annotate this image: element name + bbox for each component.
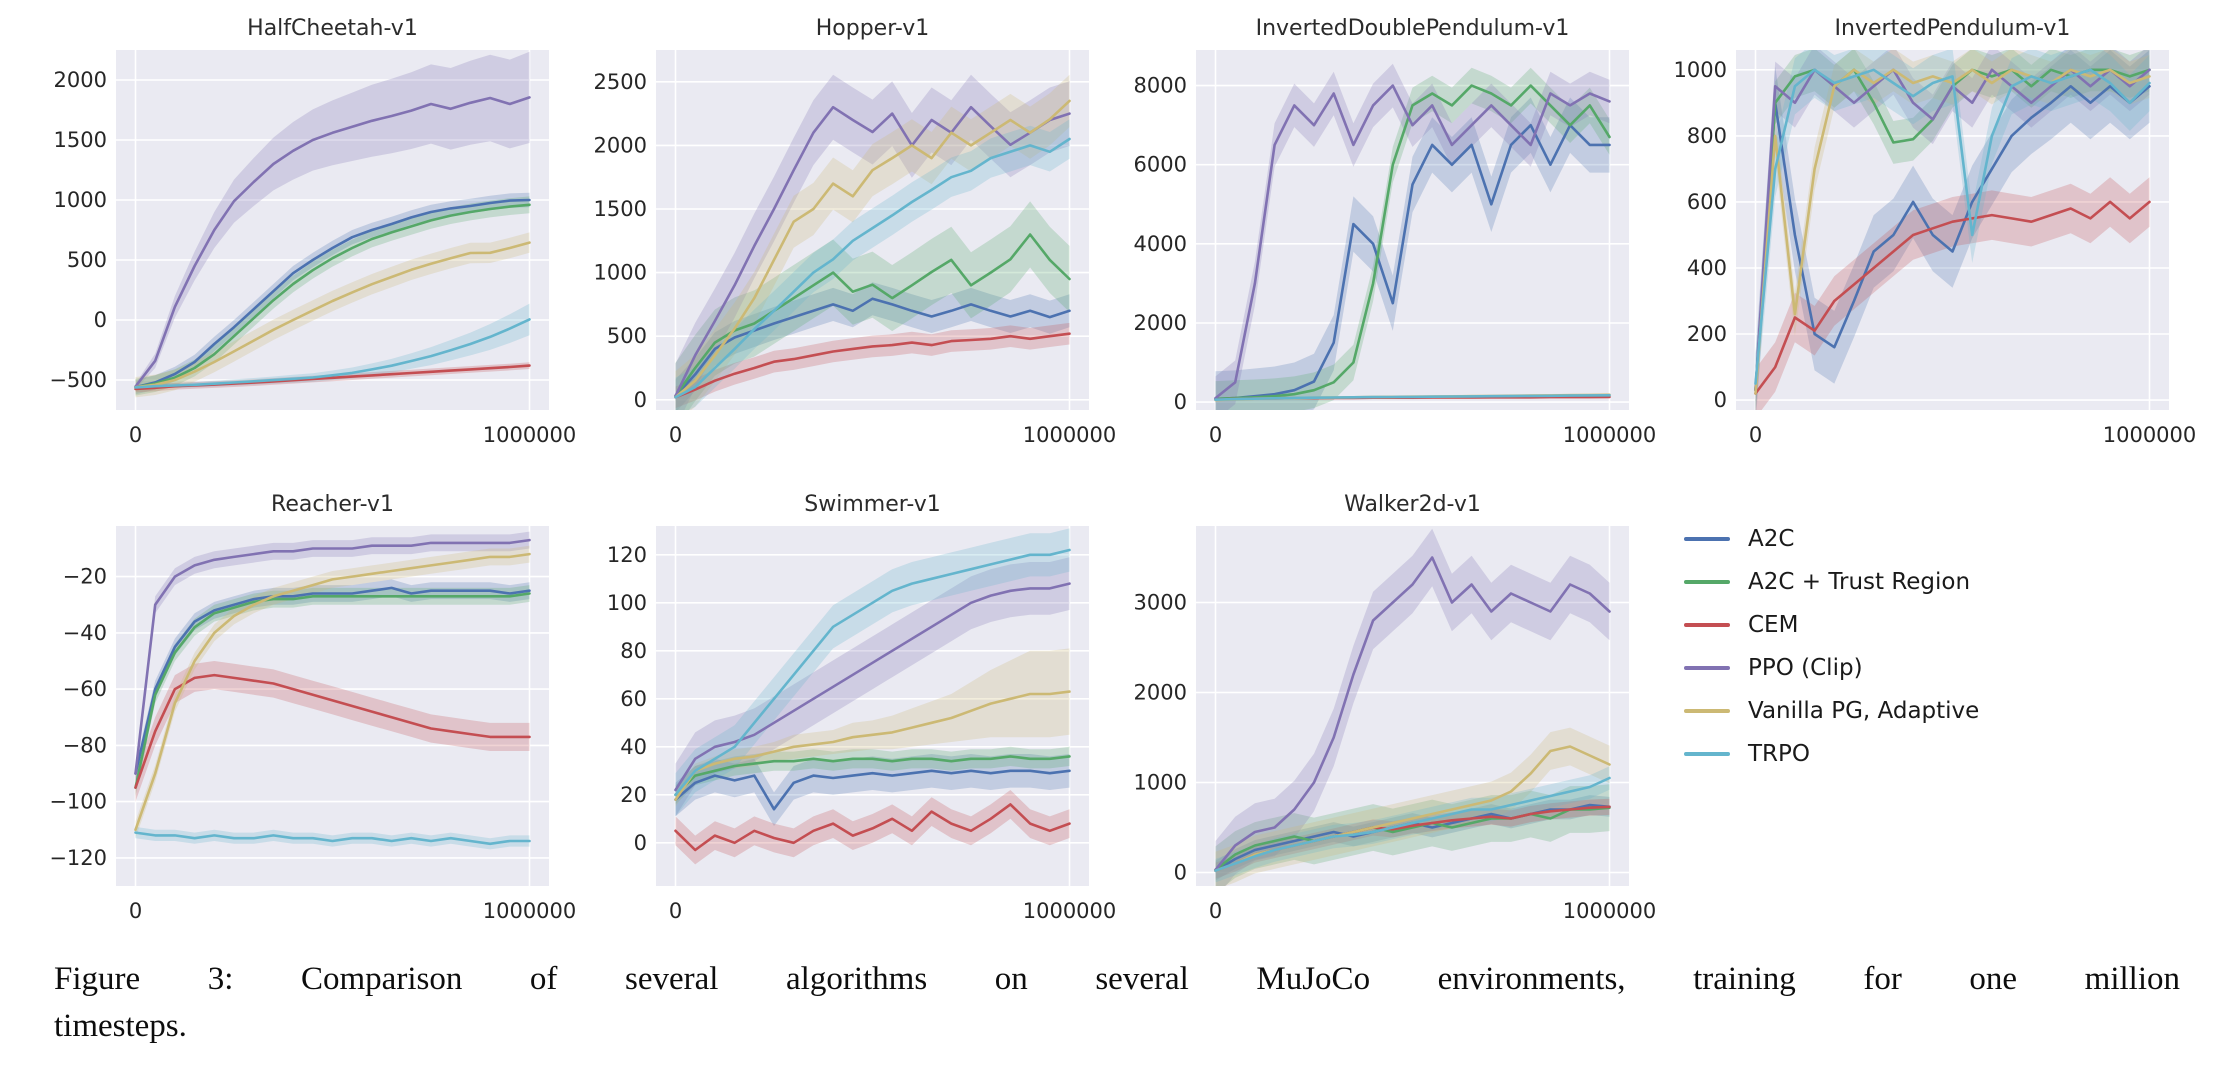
- svg-text:2500: 2500: [594, 70, 647, 94]
- svg-text:1000000: 1000000: [483, 899, 577, 923]
- caption-line-1: Figure 3: Comparison of several algorith…: [54, 961, 2180, 997]
- legend-item: A2C + Trust Region: [1684, 567, 2179, 597]
- svg-text:2000: 2000: [1134, 311, 1187, 335]
- svg-text:2000: 2000: [54, 68, 107, 92]
- svg-text:120: 120: [607, 543, 647, 567]
- chart-reacher-v1: Reacher-v1 −120 −100 −80 −60 −40 −20 0 1000000: [49, 490, 576, 930]
- svg-text:80: 80: [620, 639, 647, 663]
- svg-text:−60: −60: [63, 677, 107, 701]
- legend-line-swatch: [1684, 623, 1730, 627]
- caption-line-2: timesteps.: [54, 1008, 187, 1044]
- svg-text:0: 0: [129, 423, 142, 447]
- legend-line-swatch: [1684, 537, 1730, 541]
- charts-grid: HalfCheetah-v1 −500 0 500 1000 1500 2000 0 1000…: [49, 14, 2197, 930]
- svg-text:100: 100: [607, 591, 647, 615]
- svg-text:1000000: 1000000: [1563, 899, 1657, 923]
- legend-line-swatch: [1684, 666, 1730, 670]
- svg-text:1000000: 1000000: [1563, 423, 1657, 447]
- legend-label: A2C: [1748, 526, 1795, 552]
- svg-text:200: 200: [1687, 322, 1727, 346]
- svg-text:500: 500: [67, 248, 107, 272]
- svg-text:20: 20: [620, 783, 647, 807]
- chart-title: HalfCheetah-v1: [247, 16, 418, 41]
- legend-line-swatch: [1684, 752, 1730, 756]
- legend-item: TRPO: [1684, 739, 2179, 769]
- figure-caption: Figure 3: Comparison of several algorith…: [54, 956, 2180, 1050]
- chart-halfcheetah-v1: HalfCheetah-v1 −500 0 500 1000 1500 2000 0 1000…: [49, 14, 576, 454]
- svg-text:−40: −40: [63, 621, 107, 645]
- svg-text:0: 0: [669, 899, 682, 923]
- svg-text:1000000: 1000000: [1023, 899, 1117, 923]
- chart-walker2d-v1: Walker2d-v1 0 1000 2000 3000 0 1000000: [1134, 490, 1657, 930]
- svg-text:0: 0: [1209, 899, 1222, 923]
- svg-text:0: 0: [634, 388, 647, 412]
- chart-hopper-v1: Hopper-v1 0 500 1000 1500 2000 2500 0 1000000: [594, 14, 1117, 454]
- figure-page: HalfCheetah-v1 −500 0 500 1000 1500 2000 0 1000…: [49, 14, 2197, 1050]
- legend-item: A2C: [1684, 524, 2179, 554]
- chart-title: Walker2d-v1: [1344, 492, 1481, 517]
- svg-text:1000000: 1000000: [483, 423, 577, 447]
- chart-inverteddoublependulum-v1: InvertedDoublePendulum-v1 0 2000 4000 6000 8…: [1134, 14, 1657, 454]
- chart-title: InvertedPendulum-v1: [1834, 16, 2071, 41]
- chart-title: Reacher-v1: [271, 492, 394, 517]
- legend-label: Vanilla PG, Adaptive: [1748, 698, 1980, 724]
- legend-label: CEM: [1748, 612, 1799, 638]
- chart-title: Hopper-v1: [815, 16, 930, 41]
- svg-text:600: 600: [1687, 190, 1727, 214]
- svg-text:2000: 2000: [1134, 681, 1187, 705]
- svg-text:3000: 3000: [1134, 591, 1187, 615]
- legend: A2C A2C + Trust Region CEM PPO (Clip) Vanill…: [1674, 490, 2179, 930]
- legend-item: PPO (Clip): [1684, 653, 2179, 683]
- svg-text:40: 40: [620, 735, 647, 759]
- legend-label: A2C + Trust Region: [1748, 569, 1971, 595]
- svg-text:−500: −500: [49, 368, 107, 392]
- svg-text:−120: −120: [49, 846, 107, 870]
- svg-text:400: 400: [1687, 256, 1727, 280]
- svg-text:0: 0: [1174, 390, 1187, 414]
- svg-text:0: 0: [669, 423, 682, 447]
- chart-canvas: 0 2000 4000 6000 8000 0 1000000: [1134, 44, 1656, 454]
- svg-text:0: 0: [1209, 423, 1222, 447]
- svg-text:2000: 2000: [594, 133, 647, 157]
- svg-text:1500: 1500: [594, 197, 647, 221]
- svg-text:0: 0: [129, 899, 142, 923]
- svg-text:0: 0: [94, 308, 107, 332]
- svg-text:0: 0: [634, 831, 647, 855]
- chart-canvas: −120 −100 −80 −60 −40 −20 0 1000000: [49, 520, 576, 930]
- svg-text:0: 0: [1749, 423, 1762, 447]
- svg-text:800: 800: [1687, 124, 1727, 148]
- svg-text:4000: 4000: [1134, 232, 1187, 256]
- svg-text:1000: 1000: [54, 188, 107, 212]
- legend-item: CEM: [1684, 610, 2179, 640]
- chart-canvas: 0 500 1000 1500 2000 2500 0 1000000: [594, 44, 1116, 454]
- chart-swimmer-v1: Swimmer-v1 0 20 40 60 80 100 120 0 1000000: [594, 490, 1116, 930]
- legend-line-swatch: [1684, 709, 1730, 713]
- svg-text:500: 500: [607, 324, 647, 348]
- legend-item: Vanilla PG, Adaptive: [1684, 696, 2179, 726]
- svg-text:1000: 1000: [594, 261, 647, 285]
- legend-line-swatch: [1684, 580, 1730, 584]
- legend-label: TRPO: [1748, 741, 1811, 767]
- svg-text:−20: −20: [63, 565, 107, 589]
- chart-canvas: 0 1000 2000 3000 0 1000000: [1134, 520, 1656, 930]
- chart-invertedpendulum-v1: InvertedPendulum-v1 0 200 400 600 800 1000 0 10…: [1674, 14, 2197, 454]
- svg-text:−100: −100: [49, 790, 107, 814]
- svg-text:−80: −80: [63, 733, 107, 757]
- svg-text:60: 60: [620, 687, 647, 711]
- svg-text:1500: 1500: [54, 128, 107, 152]
- svg-text:0: 0: [1174, 861, 1187, 885]
- svg-text:1000000: 1000000: [1023, 423, 1117, 447]
- chart-title: InvertedDoublePendulum-v1: [1255, 16, 1570, 41]
- chart-canvas: −500 0 500 1000 1500 2000 0 1000000: [49, 44, 576, 454]
- svg-text:1000: 1000: [1134, 771, 1187, 795]
- svg-text:1000: 1000: [1674, 58, 1727, 82]
- svg-text:0: 0: [1714, 388, 1727, 412]
- chart-canvas: 0 20 40 60 80 100 120 0 1000000: [594, 520, 1116, 930]
- legend-label: PPO (Clip): [1748, 655, 1863, 681]
- chart-title: Swimmer-v1: [804, 492, 941, 517]
- svg-text:1000000: 1000000: [2103, 423, 2197, 447]
- chart-canvas: 0 200 400 600 800 1000 0 1000000: [1674, 44, 2196, 454]
- svg-text:8000: 8000: [1134, 74, 1187, 98]
- svg-text:6000: 6000: [1134, 153, 1187, 177]
